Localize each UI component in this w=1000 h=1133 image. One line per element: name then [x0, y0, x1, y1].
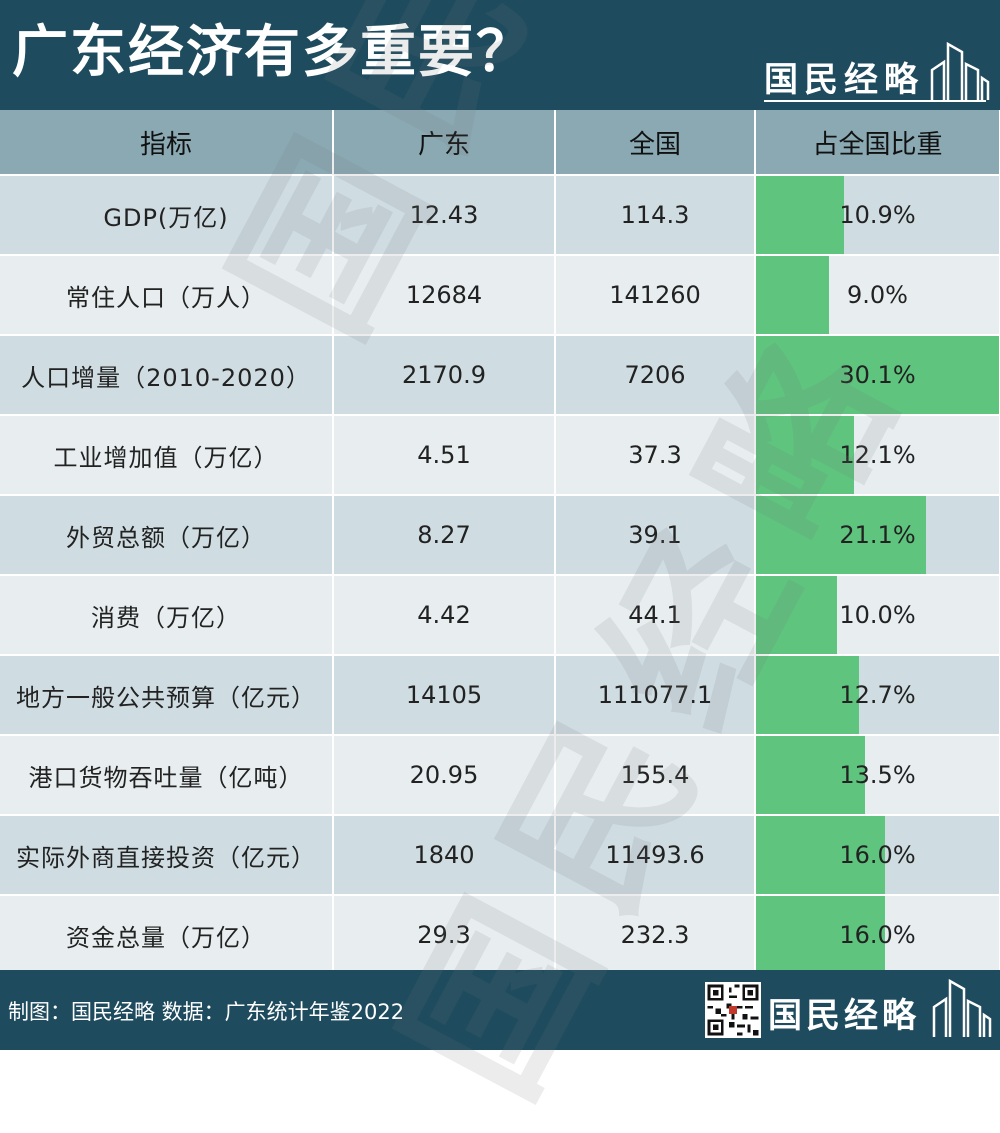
- guangdong-value-cell: 12.43: [333, 175, 556, 256]
- column-header-guangdong: 广东: [333, 110, 556, 176]
- table-row: 常住人口（万人） 12684 141260 9.0%: [0, 255, 1000, 336]
- column-header-national: 全国: [555, 110, 756, 176]
- indicator-cell: 外贸总额（万亿）: [0, 495, 334, 576]
- share-label: 16.0%: [839, 841, 916, 869]
- indicator-cell: 实际外商直接投资（亿元）: [0, 815, 334, 896]
- footer-credit: 制图：国民经略 数据：广东统计年鉴2022: [8, 1000, 405, 1024]
- table-header-row: 指标 广东 全国 占全国比重: [0, 110, 1000, 176]
- table-row: 工业增加值（万亿） 4.51 37.3 12.1%: [0, 415, 1000, 496]
- national-value-cell: 114.3: [555, 175, 756, 256]
- guangdong-value-cell: 1840: [333, 815, 556, 896]
- table-row: 消费（万亿） 4.42 44.1 10.0%: [0, 575, 1000, 656]
- brand-underline: [764, 100, 986, 102]
- share-cell: 13.5%: [755, 735, 1000, 816]
- share-bar: [756, 336, 998, 413]
- national-value-cell: 111077.1: [555, 655, 756, 736]
- share-label: 30.1%: [839, 361, 916, 389]
- share-bar: [756, 896, 886, 973]
- column-header-indicator: 指标: [0, 110, 334, 176]
- share-cell: 10.0%: [755, 575, 1000, 656]
- building-icon: [930, 41, 990, 100]
- indicator-cell: 港口货物吞吐量（亿吨）: [0, 735, 334, 816]
- guangdong-value-cell: 14105: [333, 655, 556, 736]
- share-label: 16.0%: [839, 921, 916, 949]
- page-title: 广东经济有多重要？: [12, 20, 534, 85]
- national-value-cell: 44.1: [555, 575, 756, 656]
- share-label: 12.7%: [839, 681, 916, 709]
- guangdong-value-cell: 12684: [333, 255, 556, 336]
- share-label: 13.5%: [839, 761, 916, 789]
- share-cell: 12.1%: [755, 415, 1000, 496]
- share-label: 9.0%: [847, 281, 908, 309]
- national-value-cell: 232.3: [555, 895, 756, 976]
- share-bar: [756, 736, 865, 813]
- data-table: 指标 广东 全国 占全国比重 GDP(万亿) 12.43 114.3 10.9% 常住人…: [0, 110, 1000, 976]
- share-bar: [756, 176, 844, 253]
- header-bar: 广东经济有多重要？ 国民经略: [0, 0, 1000, 110]
- share-label: 12.1%: [839, 441, 916, 469]
- guangdong-value-cell: 2170.9: [333, 335, 556, 416]
- share-bar: [756, 816, 886, 893]
- national-value-cell: 37.3: [555, 415, 756, 496]
- guangdong-value-cell: 20.95: [333, 735, 556, 816]
- share-cell: 12.7%: [755, 655, 1000, 736]
- share-bar: [756, 496, 927, 573]
- share-label: 21.1%: [839, 521, 916, 549]
- brand-name: 国民经略: [764, 60, 924, 100]
- brand-logo: 国民经略: [754, 6, 994, 102]
- guangdong-value-cell: 4.42: [333, 575, 556, 656]
- table-row: 港口货物吞吐量（亿吨） 20.95 155.4 13.5%: [0, 735, 1000, 816]
- indicator-cell: 工业增加值（万亿）: [0, 415, 334, 496]
- share-bar: [756, 656, 859, 733]
- national-value-cell: 7206: [555, 335, 756, 416]
- footer-brand-name: 国民经略: [768, 996, 920, 1036]
- share-bar: [756, 256, 829, 333]
- column-header-share: 占全国比重: [755, 110, 1000, 176]
- indicator-cell: 人口增量（2010-2020）: [0, 335, 334, 416]
- building-icon: [932, 978, 992, 1037]
- indicator-cell: 常住人口（万人）: [0, 255, 334, 336]
- table-row: 人口增量（2010-2020） 2170.9 7206 30.1%: [0, 335, 1000, 416]
- table-row: GDP(万亿) 12.43 114.3 10.9%: [0, 175, 1000, 256]
- indicator-cell: 地方一般公共预算（亿元）: [0, 655, 334, 736]
- data-table-wrapper: 指标 广东 全国 占全国比重 GDP(万亿) 12.43 114.3 10.9% 常住人…: [0, 110, 1000, 976]
- share-cell: 9.0%: [755, 255, 1000, 336]
- share-cell: 10.9%: [755, 175, 1000, 256]
- table-body: GDP(万亿) 12.43 114.3 10.9% 常住人口（万人） 12684 14126…: [0, 175, 1000, 976]
- national-value-cell: 155.4: [555, 735, 756, 816]
- guangdong-value-cell: 8.27: [333, 495, 556, 576]
- table-row: 实际外商直接投资（亿元） 1840 11493.6 16.0%: [0, 815, 1000, 896]
- guangdong-value-cell: 4.51: [333, 415, 556, 496]
- table-row: 地方一般公共预算（亿元） 14105 111077.1 12.7%: [0, 655, 1000, 736]
- guangdong-value-cell: 29.3: [333, 895, 556, 976]
- share-label: 10.9%: [839, 201, 916, 229]
- share-cell: 30.1%: [755, 335, 1000, 416]
- share-cell: 16.0%: [755, 815, 1000, 896]
- share-label: 10.0%: [839, 601, 916, 629]
- indicator-cell: 消费（万亿）: [0, 575, 334, 656]
- share-cell: 21.1%: [755, 495, 1000, 576]
- indicator-cell: GDP(万亿): [0, 175, 334, 256]
- national-value-cell: 11493.6: [555, 815, 756, 896]
- table-row: 外贸总额（万亿） 8.27 39.1 21.1%: [0, 495, 1000, 576]
- footer-bar: 制图：国民经略 数据：广东统计年鉴2022 国民经略: [0, 970, 1000, 1050]
- qr-code-icon: [705, 982, 761, 1038]
- share-bar: [756, 416, 854, 493]
- share-bar: [756, 576, 837, 653]
- share-cell: 16.0%: [755, 895, 1000, 976]
- national-value-cell: 39.1: [555, 495, 756, 576]
- national-value-cell: 141260: [555, 255, 756, 336]
- table-row: 资金总量（万亿） 29.3 232.3 16.0%: [0, 895, 1000, 976]
- indicator-cell: 资金总量（万亿）: [0, 895, 334, 976]
